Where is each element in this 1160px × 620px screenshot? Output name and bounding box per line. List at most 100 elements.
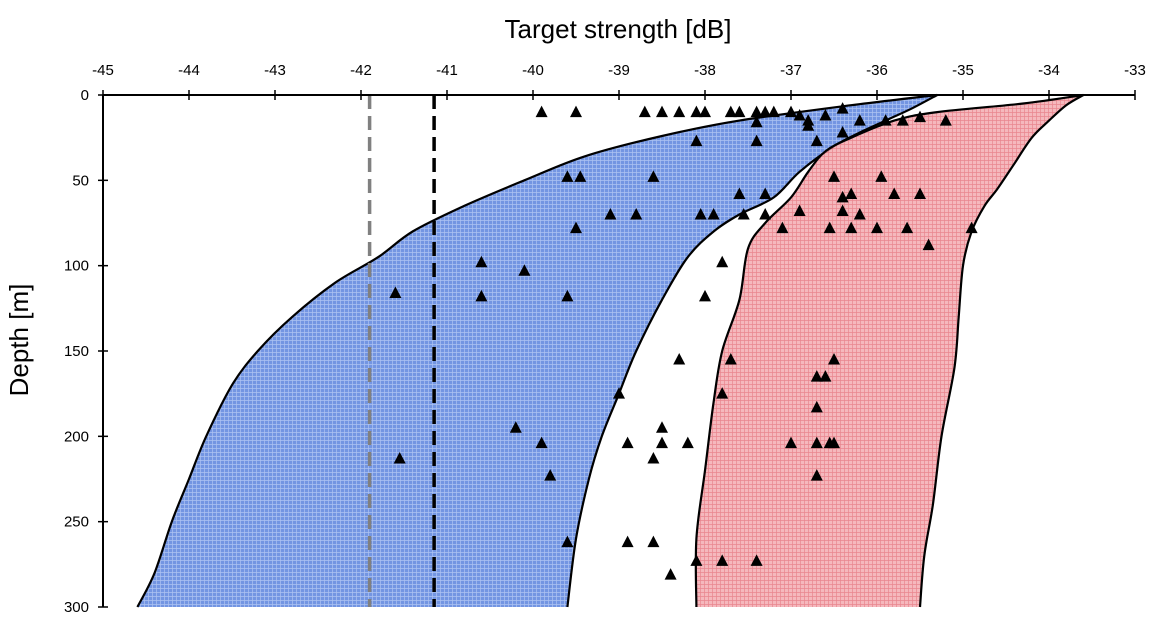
y-tick-label: 50 (72, 172, 89, 189)
data-point (724, 353, 737, 365)
data-point (613, 387, 625, 399)
x-tick-label: -43 (264, 62, 286, 79)
data-point (767, 105, 780, 118)
data-point (621, 436, 634, 449)
x-tick-label: -35 (952, 62, 974, 79)
data-point (716, 255, 729, 268)
band-blue (136, 93, 938, 608)
data-point (836, 190, 849, 203)
y-tick-label: 200 (64, 428, 89, 445)
data-point (733, 105, 746, 118)
data-point (509, 421, 522, 433)
data-point (694, 207, 707, 220)
data-point (828, 353, 840, 365)
y-tick-label: 150 (64, 343, 89, 360)
data-point (853, 207, 866, 220)
data-point (836, 204, 849, 217)
data-point (707, 207, 720, 220)
x-tick-label: -44 (178, 62, 200, 79)
data-point (638, 105, 651, 118)
points-layer (389, 102, 978, 580)
x-tick-label: -42 (350, 62, 372, 79)
data-point (630, 207, 643, 220)
data-point (853, 114, 866, 126)
data-point (393, 452, 406, 464)
data-point (647, 170, 660, 182)
data-point (389, 286, 402, 298)
data-point (810, 370, 823, 382)
x-tick-label: -36 (866, 62, 888, 79)
data-point (914, 110, 926, 123)
data-point (656, 105, 668, 118)
data-point (922, 238, 935, 251)
data-point (570, 221, 582, 234)
x-axis-title: Target strength [dB] (505, 14, 732, 44)
data-point (810, 134, 823, 147)
data-point (810, 469, 823, 481)
x-tick-label: -45 (92, 62, 114, 79)
y-tick-label: 300 (64, 599, 89, 616)
band-blue-fill (137, 95, 938, 607)
data-point (896, 114, 909, 126)
data-point (621, 535, 634, 548)
x-tick-label: -41 (436, 62, 458, 79)
data-point (793, 108, 806, 121)
data-point (759, 187, 772, 199)
data-point (785, 436, 797, 449)
data-point (810, 400, 823, 413)
y-tick-label: 0 (81, 87, 89, 104)
reference-lines-layer (367, 95, 436, 607)
data-point (475, 255, 488, 268)
data-point (716, 387, 729, 399)
band-blue-left-edge (136, 93, 938, 608)
data-point (871, 221, 883, 234)
data-point (914, 187, 926, 199)
data-point (759, 207, 772, 220)
data-point (836, 102, 849, 114)
data-point (828, 436, 840, 449)
data-point (939, 114, 952, 126)
data-point (759, 105, 772, 118)
data-point (518, 264, 531, 276)
data-point (750, 115, 763, 128)
data-point (690, 554, 703, 566)
data-point (819, 108, 832, 121)
data-point (475, 289, 488, 302)
data-point (724, 105, 737, 118)
data-point (673, 353, 686, 365)
data-point (570, 105, 582, 118)
band-red-fill (695, 95, 1084, 607)
data-point (823, 221, 836, 234)
data-point (673, 105, 686, 118)
data-point (750, 134, 763, 147)
x-tick-label: -33 (1124, 62, 1146, 79)
x-tick-label: -37 (780, 62, 802, 79)
data-point (733, 187, 746, 199)
data-point (574, 170, 587, 182)
data-point (802, 119, 815, 131)
data-point (535, 105, 548, 118)
data-point (561, 170, 574, 182)
x-tick-label: -34 (1038, 62, 1060, 79)
data-point (716, 554, 729, 566)
data-point (656, 436, 668, 449)
y-axis-title: Depth [m] (4, 284, 34, 397)
data-point (544, 469, 557, 481)
data-point (690, 105, 703, 118)
data-point (888, 187, 901, 199)
data-point (875, 170, 888, 182)
data-point (690, 134, 703, 147)
data-point (845, 221, 858, 234)
data-point (664, 568, 677, 580)
data-point (810, 436, 823, 449)
data-point (819, 370, 832, 382)
data-point (561, 535, 574, 548)
x-tick-label: -40 (522, 62, 544, 79)
data-point (879, 114, 892, 126)
data-point (965, 221, 978, 234)
y-tick-label: 250 (64, 514, 89, 531)
data-point (647, 452, 660, 464)
data-point (535, 436, 548, 449)
bands-layer (136, 93, 1084, 608)
data-point (785, 105, 797, 118)
